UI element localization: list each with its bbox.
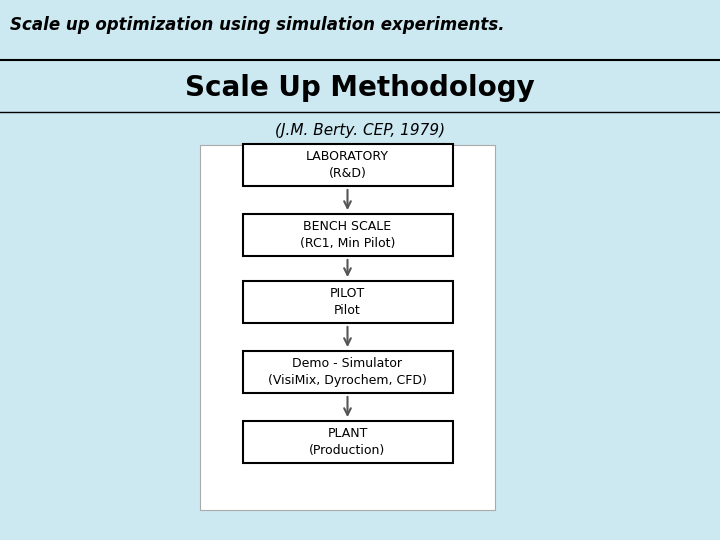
- Text: Columnar: Columnar: [310, 158, 385, 172]
- Text: Scale up optimization using simulation experiments.: Scale up optimization using simulation e…: [10, 16, 505, 34]
- Text: Scale Up Methodology: Scale Up Methodology: [185, 74, 535, 102]
- Text: PILOT
Pilot: PILOT Pilot: [330, 287, 365, 317]
- Bar: [243, 351, 452, 393]
- Text: (J.M. Berty. CEP, 1979): (J.M. Berty. CEP, 1979): [275, 123, 445, 138]
- Bar: [243, 144, 452, 186]
- Bar: [243, 421, 452, 463]
- Text: BENCH SCALE
(RC1, Min Pilot): BENCH SCALE (RC1, Min Pilot): [300, 220, 395, 250]
- Text: Demo - Simulator
(VisiMix, Dyrochem, CFD): Demo - Simulator (VisiMix, Dyrochem, CFD…: [268, 357, 427, 387]
- Bar: [200, 145, 495, 510]
- Bar: [0, 0, 720, 60]
- Bar: [243, 281, 452, 323]
- Text: LABORATORY
(R&D): LABORATORY (R&D): [306, 150, 389, 180]
- Bar: [243, 214, 452, 256]
- Text: PLANT
(Production): PLANT (Production): [310, 427, 386, 457]
